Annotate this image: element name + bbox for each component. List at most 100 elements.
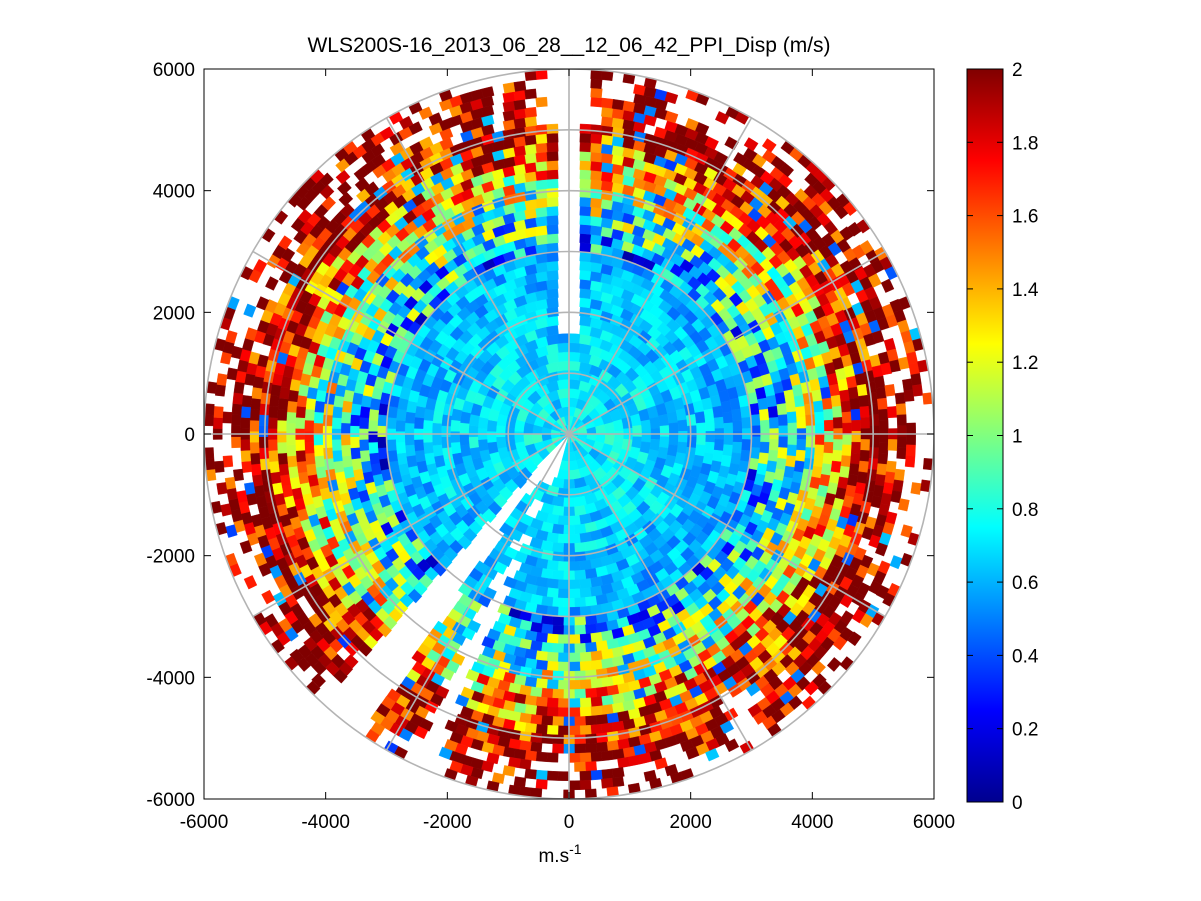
ppi-cell (741, 439, 752, 452)
ppi-cell (535, 751, 548, 762)
ppi-cell (552, 716, 564, 727)
ppi-cell (498, 522, 514, 537)
ppi-cell (712, 405, 724, 419)
ppi-cell (546, 187, 559, 198)
ppi-cell (368, 408, 380, 421)
ppi-cell (546, 260, 559, 272)
ppi-cell (568, 342, 581, 353)
x-tick-label: -2000 (423, 812, 472, 833)
ppi-cell (518, 730, 532, 743)
ppi-cell (524, 152, 538, 164)
ppi-cell (535, 124, 548, 135)
ppi-cell (842, 422, 853, 435)
ppi-cell (546, 578, 559, 589)
ppi-cell (546, 132, 559, 144)
ppi-cell (314, 400, 325, 413)
ppi-cell (277, 408, 288, 421)
ppi-cell (759, 419, 770, 432)
azimuth-spoke (252, 250, 570, 435)
ppi-cell (867, 392, 878, 405)
ppi-cell (502, 765, 516, 777)
ppi-cell (676, 441, 688, 455)
ppi-cell (779, 162, 795, 178)
ppi-cell (713, 439, 725, 452)
ppi-cell (579, 752, 592, 763)
ppi-cell (600, 180, 614, 192)
ppi-cell (240, 439, 251, 451)
ppi-cell (285, 422, 296, 435)
ppi-cell (557, 652, 570, 663)
ppi-cell (540, 733, 554, 745)
ppi-cell (579, 587, 592, 599)
ppi-cell (535, 225, 548, 237)
ppi-cell (887, 439, 898, 451)
ppi-cell (386, 416, 397, 429)
ppi-cell (535, 659, 548, 671)
ppi-cell (204, 414, 214, 427)
ppi-cell (241, 460, 253, 473)
ppi-cell (912, 384, 923, 397)
ppi-cell (584, 742, 597, 754)
ppi-cell (535, 215, 548, 227)
ppi-cell (611, 99, 625, 111)
ppi-cell (579, 706, 592, 717)
ppi-cell (395, 419, 406, 432)
ppi-cell (694, 411, 706, 424)
ppi-cell (432, 444, 444, 457)
ppi-cell (546, 151, 559, 162)
ppi-cell (832, 449, 843, 463)
ppi-cell (686, 436, 697, 449)
ppi-cell (694, 444, 706, 457)
ppi-cell (455, 694, 470, 708)
ppi-cell (546, 269, 559, 281)
ppi-cell (775, 457, 787, 471)
ppi-cell (395, 430, 406, 443)
ppi-cell (546, 770, 559, 781)
ppi-cell (768, 417, 780, 429)
ppi-cell (856, 471, 868, 485)
ppi-cell (315, 465, 327, 479)
polar-grid (204, 69, 934, 799)
ppi-cell (832, 417, 843, 429)
ppi-cell (546, 306, 559, 318)
ppi-cell (579, 559, 592, 571)
ppi-cell (444, 719, 459, 733)
ppi-cell (574, 597, 587, 608)
ppi-cell (295, 405, 306, 419)
ppi-cell (338, 191, 354, 207)
ppi-cell (226, 367, 238, 381)
ppi-cell (805, 436, 816, 449)
ppi-cell (894, 468, 905, 482)
x-axis-label-base: m.s (538, 846, 569, 867)
ppi-cell (590, 705, 603, 717)
ppi-cell (897, 436, 907, 449)
ppi-cell (858, 460, 870, 474)
ppi-cell (778, 436, 789, 449)
ppi-cell (286, 444, 297, 457)
ppi-cell (340, 411, 352, 424)
ppi-cell (552, 643, 564, 654)
ppi-cell (868, 403, 879, 416)
ppi-cell (535, 650, 548, 662)
ppi-cell (786, 444, 798, 457)
ppi-cell (877, 452, 889, 465)
ppi-cell (649, 438, 661, 452)
ppi-cell (814, 444, 825, 457)
ppi-cell (832, 439, 843, 451)
ppi-cell (584, 641, 598, 653)
ppi-cell (237, 359, 249, 373)
ppi-cell (579, 132, 592, 144)
ppi-cell (304, 419, 315, 432)
ppi-cell (590, 696, 603, 708)
ppi-cell (892, 479, 904, 493)
ppi-cell (546, 724, 559, 736)
ppi-cell (404, 411, 416, 424)
x-tick-label: 0 (564, 812, 575, 833)
ppi-cell (579, 779, 592, 790)
ppi-cell (502, 746, 516, 759)
ppi-cell (627, 754, 641, 767)
ppi-cell (546, 196, 559, 208)
ppi-cell (859, 613, 874, 628)
ppi-cell (601, 768, 614, 780)
ppi-cell (590, 769, 603, 781)
